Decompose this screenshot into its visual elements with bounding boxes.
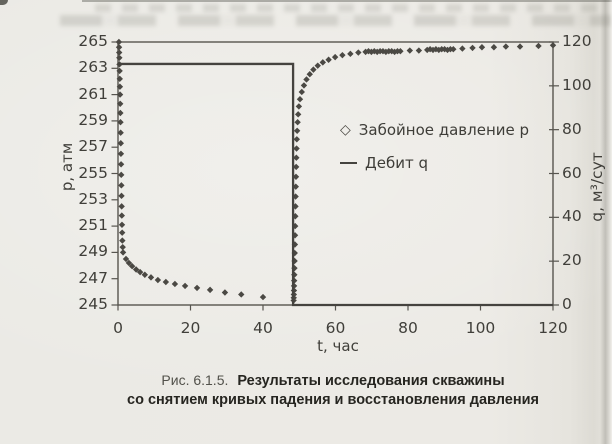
- legend-label-pressure: Забойное давление p: [358, 121, 530, 139]
- flow-rate-line: [118, 62, 553, 307]
- y-axis-right-tick-label: 80: [562, 119, 582, 138]
- legend-item-rate: Дебит q: [340, 152, 529, 174]
- y-axis-right-tick-label: 0: [562, 295, 572, 313]
- x-axis-tick-label: 60: [325, 319, 346, 337]
- y-axis-right-tick-label: 100: [562, 75, 592, 94]
- figure-caption-text1: Результаты исследования скважины: [237, 373, 505, 389]
- scan-bleedthrough-artifact: [60, 15, 612, 26]
- figure-caption-text2: со снятием кривых падения и восстановлен…: [127, 392, 539, 408]
- chart-legend: ◇ Забойное давление p Дебит q: [340, 119, 529, 185]
- y-axis-left-tick-label: 245: [78, 295, 108, 313]
- y-axis-left-tick-label: 263: [78, 58, 108, 77]
- y-axis-left-tick-label: 253: [78, 189, 108, 208]
- y-axis-right-tick-label: 40: [562, 207, 582, 226]
- x-axis-tick-label: 100: [465, 319, 496, 337]
- scan-edge-line: [82, 0, 612, 2]
- x-axis-title: t, час: [317, 337, 359, 355]
- y-axis-right-tick-label: 20: [562, 251, 582, 270]
- x-axis-tick-label: 120: [538, 319, 568, 337]
- y-axis-left-tick-label: 251: [78, 216, 108, 235]
- y-axis-right-tick-label: 60: [562, 163, 582, 182]
- scan-corner-speck: [0, 0, 8, 5]
- figure-caption-line1: Рис. 6.1.5. Результаты исследования скваж…: [50, 371, 612, 391]
- diamond-marker-icon: ◇: [340, 122, 351, 138]
- y-axis-left-tick-label: 261: [78, 84, 108, 103]
- right-axis-title: q, м³/сут: [588, 152, 606, 222]
- y-axis-left-tick-label: 247: [78, 268, 108, 287]
- figure-caption: Рис. 6.1.5. Результаты исследования скваж…: [50, 371, 612, 410]
- x-axis-tick-label: 40: [253, 319, 273, 337]
- scan-page-edge-shadow: [600, 0, 612, 444]
- left-axis-title: p, атм: [58, 142, 76, 192]
- y-axis-left-tick-label: 259: [78, 110, 108, 129]
- figure-number: Рис. 6.1.5.: [161, 372, 229, 388]
- line-marker-icon: [340, 161, 357, 165]
- y-axis-left-tick-label: 265: [78, 32, 108, 50]
- scan-bleedthrough-artifact: [95, 4, 602, 12]
- y-axis-left-tick-label: 257: [78, 137, 108, 156]
- y-axis-left-tick-label: 255: [78, 163, 108, 182]
- y-axis-right-tick-label: 120: [562, 32, 592, 50]
- y-axis-left-tick-label: 249: [78, 242, 108, 261]
- x-axis-tick-label: 80: [398, 319, 418, 337]
- x-axis-tick-label: 0: [113, 319, 123, 337]
- x-axis-tick-label: 20: [180, 319, 201, 337]
- legend-item-pressure: ◇ Забойное давление p: [340, 119, 529, 141]
- legend-label-rate: Дебит q: [365, 154, 428, 172]
